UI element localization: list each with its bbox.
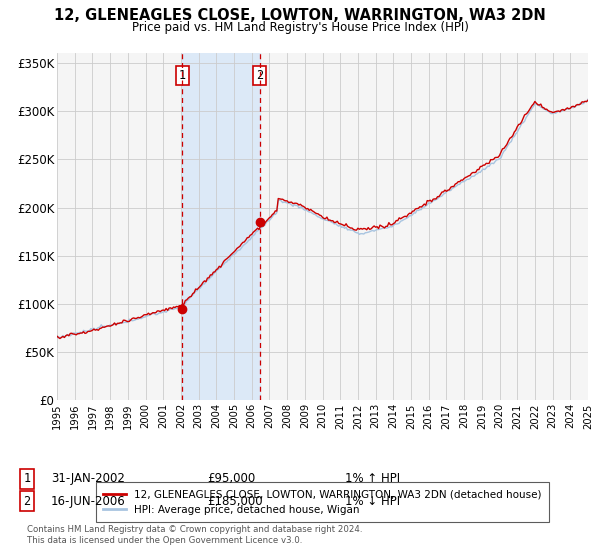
Legend: 12, GLENEAGLES CLOSE, LOWTON, WARRINGTON, WA3 2DN (detached house), HPI: Average: 12, GLENEAGLES CLOSE, LOWTON, WARRINGTON… [96, 482, 549, 522]
Text: 1: 1 [23, 472, 31, 486]
Text: 1: 1 [179, 69, 186, 82]
Text: 2: 2 [256, 69, 263, 82]
Text: £185,000: £185,000 [207, 494, 263, 508]
Text: Contains HM Land Registry data © Crown copyright and database right 2024.
This d: Contains HM Land Registry data © Crown c… [27, 525, 362, 545]
Text: 1% ↑ HPI: 1% ↑ HPI [345, 472, 400, 486]
Bar [182, 53, 260, 400]
Text: 2: 2 [23, 494, 31, 508]
Text: 16-JUN-2006: 16-JUN-2006 [51, 494, 126, 508]
Text: 12, GLENEAGLES CLOSE, LOWTON, WARRINGTON, WA3 2DN: 12, GLENEAGLES CLOSE, LOWTON, WARRINGTON… [54, 8, 546, 24]
Text: £95,000: £95,000 [207, 472, 255, 486]
Text: 31-JAN-2002: 31-JAN-2002 [51, 472, 125, 486]
Text: Price paid vs. HM Land Registry's House Price Index (HPI): Price paid vs. HM Land Registry's House … [131, 21, 469, 34]
Text: 1% ↓ HPI: 1% ↓ HPI [345, 494, 400, 508]
